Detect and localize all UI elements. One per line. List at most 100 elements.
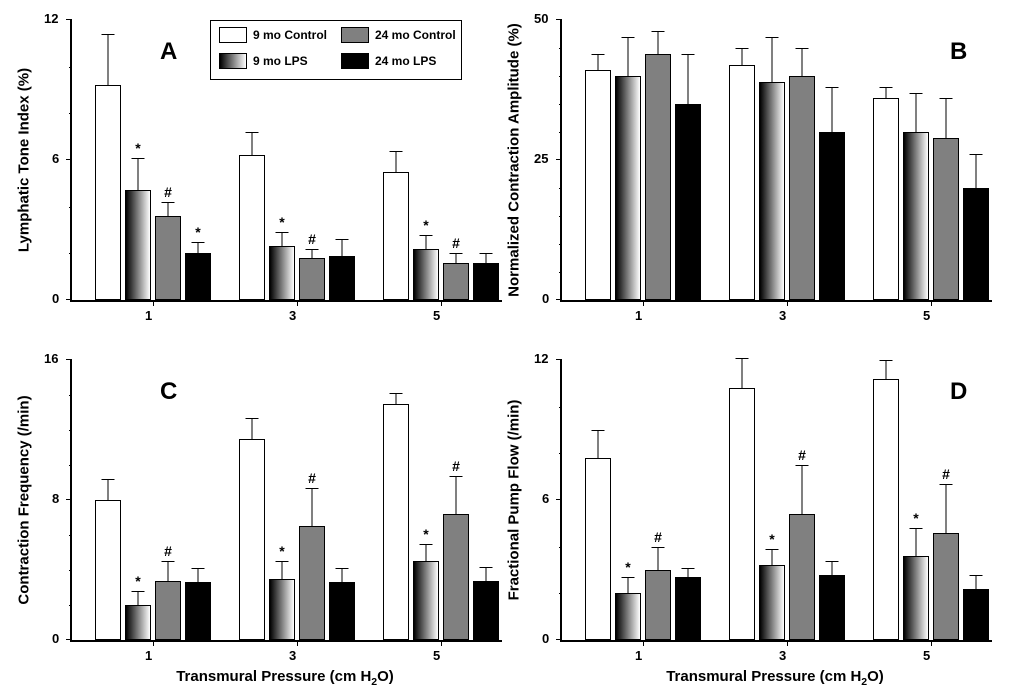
annotation: # [654,529,662,545]
annotation: * [913,510,918,526]
error-bar [916,528,917,556]
bar-lps24 [819,132,845,300]
y-tick-minor [559,593,562,594]
x-tick [297,300,298,306]
bar-lps24 [675,577,701,640]
error-bar [658,547,659,570]
bar-ctrl9 [239,155,265,300]
y-tick [66,639,72,640]
error-cap [682,568,695,569]
y-tick-minor [559,76,562,77]
bar-lps9 [269,579,295,640]
error-bar [108,34,109,85]
error-bar [198,568,199,582]
error-bar [198,242,199,254]
bar-ctrl24 [443,514,469,640]
plot-area-B [560,20,992,302]
x-tick [297,640,298,646]
x-tick [153,300,154,306]
bar-ctrl24 [789,76,815,300]
bar-lps24 [963,589,989,640]
annotation: * [135,140,140,156]
error-cap [336,568,349,569]
x-tick-label: 5 [433,648,440,663]
error-cap [766,37,779,38]
x-tick-label: 5 [923,308,930,323]
bar-ctrl24 [933,138,959,300]
y-tick-minor [69,113,72,114]
bar-lps24 [963,188,989,300]
panel-letter-A: A [160,38,177,66]
error-bar [946,484,947,533]
legend-item-ctrl9: 9 mo Control [219,27,327,43]
annotation: # [164,184,172,200]
annotation: * [423,526,428,542]
error-cap [940,484,953,485]
error-bar [598,54,599,71]
y-tick-minor [69,207,72,208]
legend-item-lps24: 24 mo LPS [341,53,436,69]
y-axis-label-B: Normalized Contraction Amplitude (%) [506,20,523,300]
x-tick-label: 3 [779,648,786,663]
annotation: * [625,559,630,575]
y-tick [556,359,562,360]
bar-lps9 [759,565,785,640]
error-bar [312,249,313,258]
error-cap [276,232,289,233]
y-tick-label: 12 [534,351,550,366]
bar-ctrl9 [729,65,755,300]
error-bar [976,575,977,589]
panel-B: 02550Normalized Contraction Amplitude (%… [560,20,990,300]
y-tick-minor [559,547,562,548]
error-bar [426,235,427,249]
error-bar [168,202,169,216]
x-tick-label: 1 [145,648,152,663]
legend-swatch-ctrl24 [341,27,369,43]
bar-lps24 [329,582,355,640]
bar-lps24 [473,263,499,300]
error-cap [162,202,175,203]
y-tick-label: 0 [52,631,60,646]
bar-ctrl9 [873,98,899,300]
y-tick [66,499,72,500]
annotation: # [164,543,172,559]
error-bar [886,360,887,379]
error-cap [622,577,635,578]
bar-lps9 [903,556,929,640]
y-tick-minor [69,465,72,466]
x-tick-label: 3 [289,648,296,663]
error-bar [342,568,343,582]
error-bar [108,479,109,500]
x-tick-label: 1 [635,648,642,663]
y-tick-minor [69,430,72,431]
error-bar [832,561,833,575]
x-tick [441,300,442,306]
x-tick-label: 5 [433,308,440,323]
annotation: * [279,543,284,559]
bar-ctrl9 [729,388,755,640]
bar-ctrl24 [443,263,469,300]
panel-D: *#*#*#0612Fractional Pump Flow (/min)D13… [560,360,990,640]
x-tick-label: 5 [923,648,930,663]
bar-ctrl9 [383,172,409,300]
error-cap [796,48,809,49]
y-tick [556,299,562,300]
error-cap [970,575,983,576]
legend-label: 24 mo LPS [375,54,436,68]
bar-ctrl9 [239,439,265,640]
error-bar [628,37,629,76]
y-tick-minor [559,453,562,454]
y-tick-minor [69,570,72,571]
annotation: * [135,573,140,589]
error-cap [480,567,493,568]
error-bar [312,488,313,527]
error-cap [132,591,145,592]
bar-lps24 [185,582,211,640]
y-tick [66,159,72,160]
y-tick-minor [69,253,72,254]
error-cap [102,34,115,35]
error-cap [736,358,749,359]
legend-item-ctrl24: 24 mo Control [341,27,456,43]
x-tick-label: 3 [779,308,786,323]
y-tick-label: 0 [542,291,550,306]
